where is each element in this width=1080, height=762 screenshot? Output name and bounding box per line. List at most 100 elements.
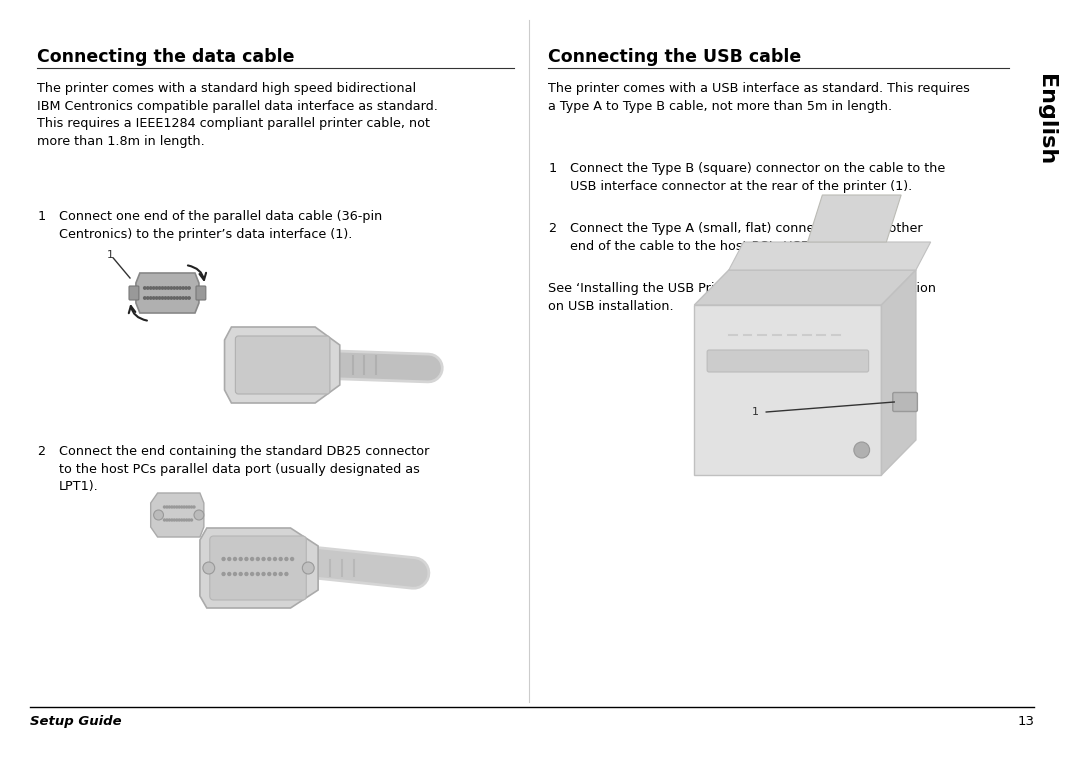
- Circle shape: [171, 297, 173, 299]
- FancyArrowPatch shape: [129, 306, 147, 321]
- Polygon shape: [729, 242, 931, 270]
- Circle shape: [291, 558, 294, 561]
- Circle shape: [183, 297, 185, 299]
- Circle shape: [188, 287, 190, 290]
- FancyArrowPatch shape: [188, 265, 206, 280]
- Circle shape: [262, 558, 265, 561]
- Circle shape: [171, 506, 173, 508]
- Text: Connecting the USB cable: Connecting the USB cable: [549, 48, 801, 66]
- Circle shape: [854, 442, 869, 458]
- Circle shape: [183, 287, 185, 290]
- Polygon shape: [225, 327, 340, 403]
- Circle shape: [167, 287, 170, 290]
- Circle shape: [149, 297, 152, 299]
- FancyBboxPatch shape: [707, 350, 868, 372]
- Circle shape: [180, 506, 183, 508]
- Circle shape: [239, 558, 242, 561]
- FancyBboxPatch shape: [129, 286, 139, 300]
- Circle shape: [144, 297, 146, 299]
- Circle shape: [188, 519, 190, 521]
- Text: The printer comes with a standard high speed bidirectional
IBM Centronics compat: The printer comes with a standard high s…: [38, 82, 438, 148]
- Circle shape: [180, 519, 183, 521]
- Circle shape: [152, 297, 154, 299]
- Circle shape: [179, 287, 181, 290]
- Text: 1: 1: [752, 407, 758, 417]
- Circle shape: [171, 287, 173, 290]
- Circle shape: [159, 287, 161, 290]
- Circle shape: [233, 572, 237, 575]
- Circle shape: [173, 297, 175, 299]
- Circle shape: [251, 558, 254, 561]
- Circle shape: [186, 519, 188, 521]
- Polygon shape: [200, 528, 319, 608]
- Circle shape: [185, 287, 187, 290]
- Circle shape: [222, 572, 225, 575]
- Text: 1: 1: [549, 162, 556, 175]
- Circle shape: [147, 287, 149, 290]
- Circle shape: [268, 558, 271, 561]
- Circle shape: [168, 506, 171, 508]
- Circle shape: [167, 297, 170, 299]
- Circle shape: [273, 558, 276, 561]
- Circle shape: [280, 572, 282, 575]
- Circle shape: [273, 572, 276, 575]
- Circle shape: [176, 506, 178, 508]
- FancyBboxPatch shape: [210, 536, 307, 600]
- Text: 2: 2: [549, 222, 556, 235]
- Circle shape: [153, 510, 163, 520]
- Circle shape: [171, 519, 173, 521]
- Circle shape: [179, 297, 181, 299]
- Circle shape: [176, 297, 178, 299]
- Circle shape: [156, 287, 158, 290]
- FancyBboxPatch shape: [235, 336, 329, 394]
- Polygon shape: [694, 270, 916, 305]
- Polygon shape: [151, 493, 204, 537]
- Circle shape: [228, 558, 231, 561]
- Text: See ‘Installing the USB Printer Driver’ for further information
on USB installat: See ‘Installing the USB Printer Driver’ …: [549, 282, 936, 312]
- Circle shape: [280, 558, 282, 561]
- Text: 1: 1: [38, 210, 45, 223]
- Circle shape: [184, 519, 185, 521]
- Circle shape: [251, 572, 254, 575]
- Circle shape: [159, 297, 161, 299]
- Circle shape: [233, 558, 237, 561]
- Circle shape: [166, 506, 167, 508]
- Circle shape: [256, 572, 259, 575]
- Text: The printer comes with a USB interface as standard. This requires
a Type A to Ty: The printer comes with a USB interface a…: [549, 82, 970, 113]
- Circle shape: [164, 287, 166, 290]
- Circle shape: [161, 297, 164, 299]
- Circle shape: [156, 297, 158, 299]
- Text: Setup Guide: Setup Guide: [29, 715, 121, 728]
- Circle shape: [163, 506, 165, 508]
- Circle shape: [161, 287, 164, 290]
- Circle shape: [190, 519, 192, 521]
- Circle shape: [239, 572, 242, 575]
- Text: 1: 1: [107, 250, 113, 260]
- Circle shape: [163, 519, 165, 521]
- Circle shape: [190, 506, 192, 508]
- Circle shape: [168, 519, 171, 521]
- Circle shape: [173, 519, 175, 521]
- Text: 2: 2: [38, 445, 45, 458]
- Circle shape: [164, 297, 166, 299]
- Circle shape: [178, 506, 180, 508]
- Circle shape: [152, 287, 154, 290]
- Text: 13: 13: [1017, 715, 1034, 728]
- Circle shape: [149, 287, 152, 290]
- Circle shape: [302, 562, 314, 574]
- Circle shape: [285, 558, 288, 561]
- Text: Connect the Type A (small, flat) connector on the other
end of the cable to the : Connect the Type A (small, flat) connect…: [570, 222, 922, 252]
- Polygon shape: [694, 305, 881, 475]
- Circle shape: [188, 297, 190, 299]
- Circle shape: [245, 572, 248, 575]
- Circle shape: [268, 572, 271, 575]
- Circle shape: [228, 572, 231, 575]
- Circle shape: [185, 297, 187, 299]
- Polygon shape: [808, 195, 901, 242]
- Circle shape: [147, 297, 149, 299]
- Circle shape: [144, 287, 146, 290]
- FancyBboxPatch shape: [195, 286, 206, 300]
- Circle shape: [173, 287, 175, 290]
- Text: English: English: [1036, 75, 1056, 165]
- Circle shape: [178, 519, 180, 521]
